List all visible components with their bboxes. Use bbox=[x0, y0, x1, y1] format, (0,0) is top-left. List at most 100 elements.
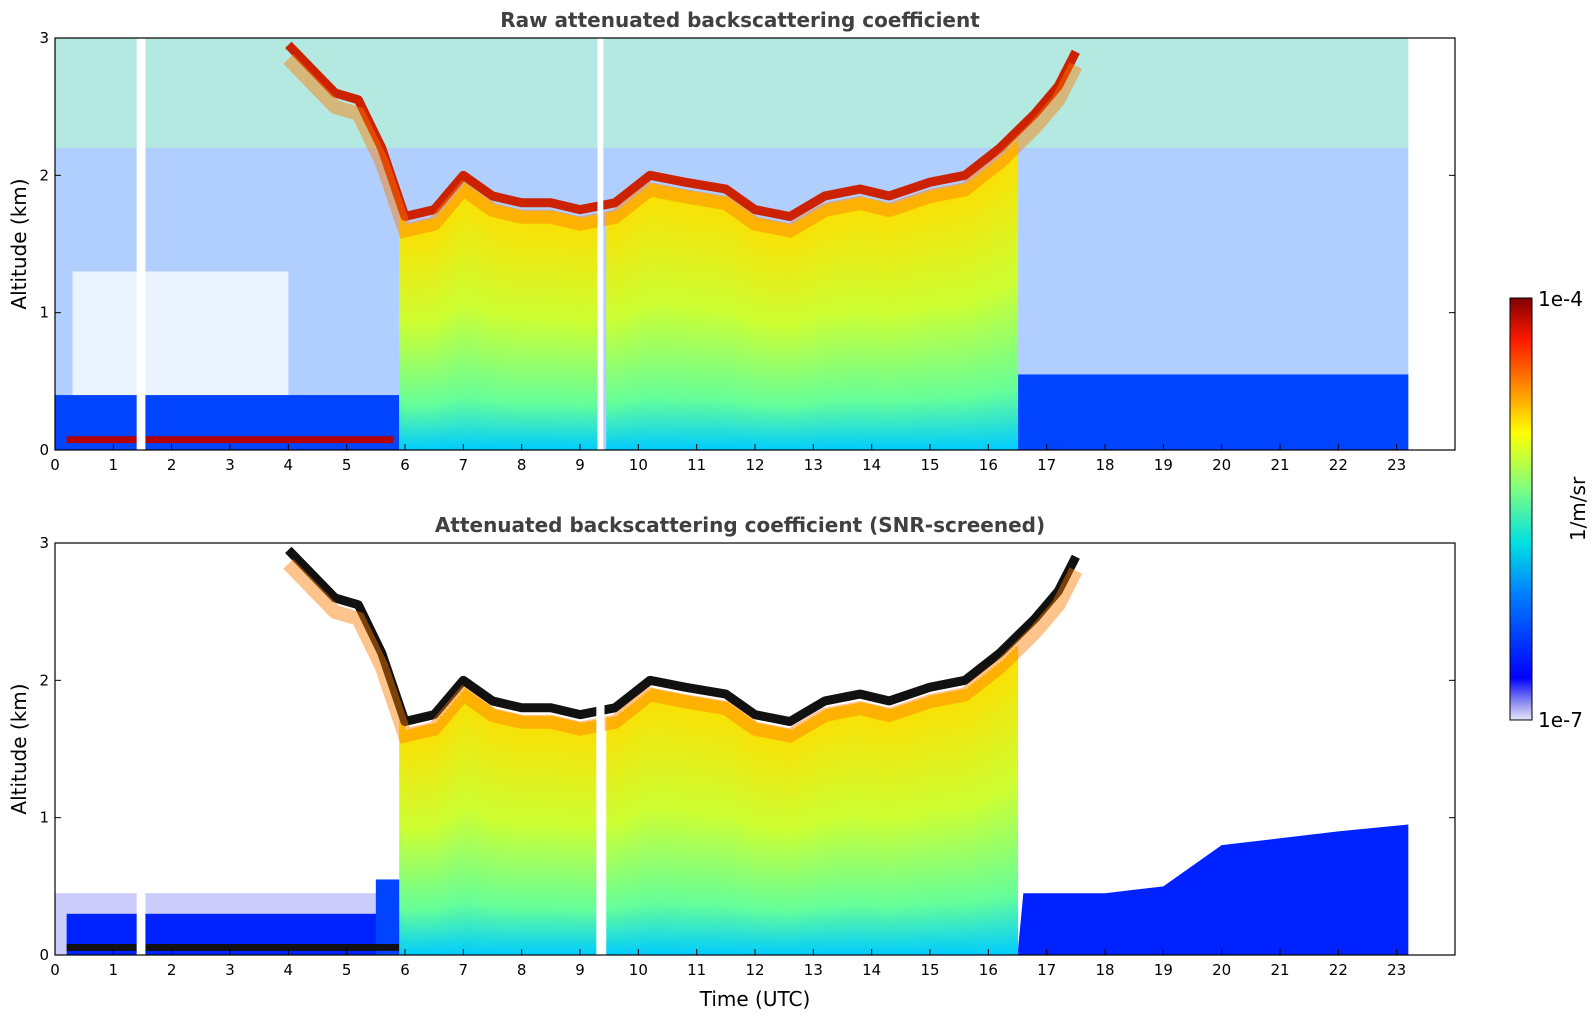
cloud-column bbox=[830, 203, 835, 450]
cloud-column bbox=[725, 197, 730, 450]
cloud-column bbox=[623, 204, 628, 450]
cloud-column bbox=[515, 714, 520, 955]
cloud-column bbox=[442, 207, 447, 450]
cloud-column bbox=[728, 199, 733, 450]
cloud-column bbox=[472, 189, 476, 450]
cloud-column bbox=[860, 197, 864, 450]
raw-backscatter-panel: Raw attenuated backscattering coefficien… bbox=[7, 8, 1456, 474]
x-axis-label: Time (UTC) bbox=[699, 987, 811, 1011]
cloud-column bbox=[693, 191, 698, 450]
cloud-column bbox=[1011, 649, 1016, 955]
cloud-column bbox=[760, 724, 765, 955]
cloud-column bbox=[737, 710, 742, 955]
cloud-column bbox=[620, 206, 625, 450]
cloud-column bbox=[472, 694, 476, 955]
cloud-column bbox=[967, 686, 972, 955]
cloud-column bbox=[442, 712, 447, 955]
cloud-column bbox=[784, 223, 788, 450]
cloud-column bbox=[612, 211, 616, 450]
cloud-column bbox=[623, 709, 628, 955]
cloud-column bbox=[749, 213, 753, 450]
cloud-column bbox=[428, 219, 432, 450]
cloud-column bbox=[857, 702, 861, 955]
cloud-column bbox=[591, 720, 596, 955]
cloud-column bbox=[807, 214, 812, 450]
cloud-column bbox=[819, 712, 823, 955]
cloud-column bbox=[772, 221, 777, 450]
cloud-column bbox=[437, 214, 441, 450]
colorbar-max-label: 1e-4 bbox=[1538, 287, 1583, 311]
cloud-column bbox=[979, 172, 984, 450]
cloud-column bbox=[1000, 661, 1004, 955]
cloud-column bbox=[769, 725, 774, 955]
cloud-column bbox=[547, 211, 552, 450]
cloud-column bbox=[588, 721, 593, 955]
cloud-column bbox=[985, 167, 989, 450]
cloud-column bbox=[571, 215, 575, 450]
data-gap bbox=[596, 625, 605, 955]
cloud-column bbox=[728, 704, 733, 955]
cloud-column bbox=[580, 722, 584, 955]
cloud-column bbox=[906, 703, 911, 955]
x-tick-label: 4 bbox=[284, 961, 294, 979]
cloud-column bbox=[547, 716, 552, 955]
cloud-column bbox=[731, 201, 736, 450]
cloud-column bbox=[982, 169, 987, 450]
cloud-column bbox=[950, 186, 954, 450]
cloud-column bbox=[533, 211, 537, 450]
cloud-column bbox=[553, 716, 558, 955]
cloud-column bbox=[612, 716, 616, 955]
cloud-column bbox=[577, 217, 581, 450]
cloud-column bbox=[833, 202, 838, 450]
cloud-column bbox=[790, 224, 794, 450]
cloud-column bbox=[451, 702, 456, 955]
cloud-column bbox=[778, 727, 782, 955]
cloud-column bbox=[816, 714, 820, 955]
cloud-column bbox=[877, 201, 882, 450]
cloud-column bbox=[527, 211, 532, 450]
cloud-column bbox=[451, 197, 456, 450]
cloud-column bbox=[533, 716, 537, 955]
cloud-column bbox=[857, 197, 861, 450]
colorbar-unit-label: 1/m/sr bbox=[1566, 476, 1590, 541]
panel2-y-label: Altitude (km) bbox=[7, 683, 31, 814]
cloud-column bbox=[650, 183, 654, 450]
cloud-column bbox=[460, 692, 464, 955]
cloud-column bbox=[889, 204, 893, 450]
cloud-top-halo bbox=[283, 558, 1083, 744]
cloud-column bbox=[938, 693, 943, 955]
cloud-column bbox=[687, 695, 692, 955]
cloud-column bbox=[912, 701, 917, 955]
cloud-column bbox=[437, 719, 441, 955]
noise-field-upper bbox=[55, 38, 1409, 148]
cloud-column bbox=[874, 200, 879, 450]
cloud-column bbox=[795, 221, 800, 450]
cloud-column bbox=[897, 201, 902, 450]
cloud-column bbox=[585, 216, 590, 450]
clear-region bbox=[72, 271, 289, 402]
cloud-column bbox=[979, 677, 984, 955]
cloud-column bbox=[725, 702, 730, 955]
cloud-column bbox=[766, 220, 771, 450]
cloud-column bbox=[927, 696, 931, 955]
cloud-column bbox=[655, 184, 660, 450]
y-tick-label: 1 bbox=[39, 809, 49, 827]
cloud-column bbox=[932, 694, 937, 955]
cloud-top-line bbox=[285, 41, 1080, 222]
cloud-column bbox=[448, 705, 453, 955]
cloud-column bbox=[510, 208, 514, 450]
cloud-column bbox=[428, 724, 432, 955]
cloud-column bbox=[553, 211, 558, 450]
cloud-column bbox=[477, 698, 482, 955]
cloud-column bbox=[477, 193, 482, 450]
raw-backscatter-image bbox=[55, 38, 1409, 451]
cloud-column bbox=[425, 724, 429, 955]
cloud-column bbox=[889, 709, 893, 955]
cloud-column bbox=[632, 702, 637, 955]
cloud-column bbox=[915, 195, 919, 450]
cloud-column bbox=[539, 211, 543, 450]
cloud-column bbox=[693, 696, 698, 955]
x-tick-label: 4 bbox=[284, 456, 294, 474]
cloud-column bbox=[530, 716, 534, 955]
cloud-column bbox=[769, 220, 774, 450]
